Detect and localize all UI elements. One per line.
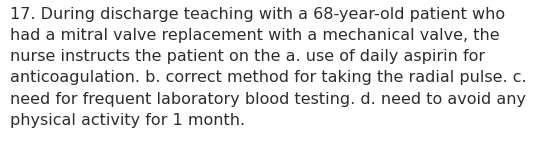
Text: 17. During discharge teaching with a 68-year-old patient who
had a mitral valve : 17. During discharge teaching with a 68-… [10,7,527,128]
